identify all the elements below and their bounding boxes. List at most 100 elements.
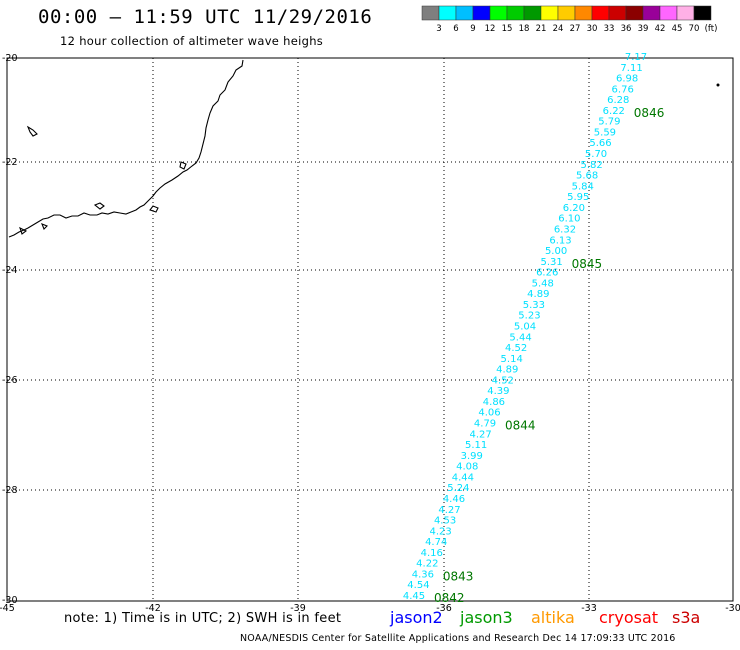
- map-subtitle: 12 hour collection of altimeter wave hei…: [60, 34, 324, 48]
- colorbar-label: 45: [672, 24, 683, 34]
- wave-height-value: 5.23: [518, 311, 540, 322]
- colorbar-swatch: [659, 5, 678, 21]
- colorbar-label: 24: [553, 24, 564, 34]
- wave-height-value: 4.36: [412, 569, 434, 580]
- longitude-label: -42: [145, 603, 161, 614]
- track-time-label: 0843: [443, 569, 474, 583]
- wave-height-value: 5.00: [545, 246, 567, 257]
- colorbar-label: 30: [587, 24, 598, 34]
- wave-height-value: 5.79: [598, 117, 620, 128]
- latitude-label: -20: [2, 53, 18, 64]
- wave-height-value: 6.76: [612, 84, 634, 95]
- wave-height-value: 5.04: [514, 322, 536, 333]
- colorbar-label: 15: [502, 24, 513, 34]
- wave-height-value: 4.44: [452, 472, 474, 483]
- colorbar-swatch: [625, 5, 644, 21]
- colorbar-swatch: [489, 5, 508, 21]
- wave-height-value: 5.31: [541, 257, 563, 268]
- track-time-labels: 0846 0845 0844 0843 0842: [434, 106, 664, 605]
- map-frame: [6, 57, 734, 602]
- longitude-label: -36: [436, 603, 452, 614]
- colorbar-label: (ft): [705, 24, 718, 34]
- satellite-legend-altika: altika: [531, 608, 575, 627]
- track-time-label: 0842: [434, 591, 465, 605]
- wave-height-value: 6.22: [603, 106, 625, 117]
- wave-height-value: 4.52: [505, 343, 527, 354]
- wave-height-value: 4.27: [469, 429, 491, 440]
- wave-height-value: 4.79: [474, 419, 496, 430]
- track-time-label: 0846: [634, 106, 665, 120]
- wave-height-value: 4.45: [403, 591, 425, 602]
- wave-height-value: 4.54: [407, 580, 429, 591]
- units-note: note: 1) Time is in UTC; 2) SWH is in fe…: [64, 611, 342, 626]
- colorbar-label: 42: [655, 24, 666, 34]
- wave-height-value: 5.11: [465, 440, 487, 451]
- colorbar-label: 3: [436, 24, 441, 34]
- wave-height-value: 4.39: [487, 386, 509, 397]
- longitude-label: -30: [725, 603, 740, 614]
- wave-height-value: 4.89: [527, 289, 549, 300]
- wave-height-value: 6.28: [607, 95, 629, 106]
- wave-height-value: 4.08: [456, 462, 478, 473]
- latitude-label: -22: [2, 157, 18, 168]
- colorbar-swatch: [421, 5, 440, 21]
- wave-height-value: 4.16: [421, 548, 443, 559]
- track-time-label: 0845: [572, 257, 603, 271]
- colorbar-label: 33: [604, 24, 615, 34]
- latitude-label: -30: [2, 595, 18, 606]
- colorbar-swatch: [574, 5, 593, 21]
- colorbar-label: 6: [453, 24, 458, 34]
- map-title: 00:00 — 11:59 UTC 11/29/2016: [38, 6, 373, 28]
- wave-height-value: 4.06: [478, 408, 500, 419]
- wave-height-value: 4.27: [438, 505, 460, 516]
- wave-height-value: 5.59: [594, 127, 616, 138]
- wave-height-value: 6.32: [554, 224, 576, 235]
- colorbar-label: 9: [470, 24, 475, 34]
- colorbar-swatch: [472, 5, 491, 21]
- wave-height-value: 5.68: [576, 171, 598, 182]
- wave-height-value: 5.82: [580, 160, 602, 171]
- wave-height-value: 5.70: [585, 149, 607, 160]
- colorbar-swatch: [455, 5, 474, 21]
- footer-credit: NOAA/NESDIS Center for Satellite Applica…: [240, 633, 676, 644]
- wave-height-value: 6.26: [536, 268, 558, 279]
- satellite-legend-s3a: s3a: [672, 608, 701, 627]
- wave-height-value: 5.24: [447, 483, 469, 494]
- wave-height-value: 5.44: [509, 332, 531, 343]
- colorbar-swatch: [642, 5, 661, 21]
- latitude-label: -24: [2, 265, 18, 276]
- wave-height-value: 6.20: [563, 203, 585, 214]
- colorbar-label: 36: [621, 24, 632, 34]
- wave-height-value: 5.95: [567, 192, 589, 203]
- longitude-label: -33: [581, 603, 597, 614]
- wave-height-value: 7.17: [625, 52, 647, 63]
- satellite-legend-jason2: jason2: [390, 608, 443, 627]
- wave-height-value: 5.48: [532, 278, 554, 289]
- coastline: [8, 59, 244, 238]
- longitude-label: -39: [290, 603, 306, 614]
- wave-height-value: 6.13: [549, 235, 571, 246]
- colorbar-label: 27: [570, 24, 581, 34]
- colorbar-swatch: [506, 5, 525, 21]
- color-scale-bar: 3 6 9 12 15 18 21 24 27 30 33 36 39 42 45 70 (ft): [421, 5, 718, 34]
- track-time-label: 0844: [505, 419, 536, 433]
- colorbar-swatch: [523, 5, 542, 21]
- wave-height-value: 5.84: [572, 181, 594, 192]
- wave-height-value: 7.11: [620, 63, 642, 74]
- wave-height-value: 4.46: [443, 494, 465, 505]
- wave-height-value: 4.74: [425, 537, 447, 548]
- colorbar-swatch: [557, 5, 576, 21]
- wave-height-value: 4.52: [492, 375, 514, 386]
- wave-height-value: 5.66: [589, 138, 611, 149]
- map-gridlines: [7, 58, 733, 601]
- wave-height-value: 5.14: [501, 354, 523, 365]
- colorbar-label: 18: [519, 24, 530, 34]
- colorbar-label: 21: [536, 24, 547, 34]
- wave-height-value: 4.23: [430, 526, 452, 537]
- wave-height-value: 3.99: [461, 451, 483, 462]
- wave-height-value: 4.53: [434, 516, 456, 527]
- latitude-label: -28: [2, 485, 18, 496]
- island-marker: [716, 83, 720, 87]
- colorbar-swatch: [608, 5, 627, 21]
